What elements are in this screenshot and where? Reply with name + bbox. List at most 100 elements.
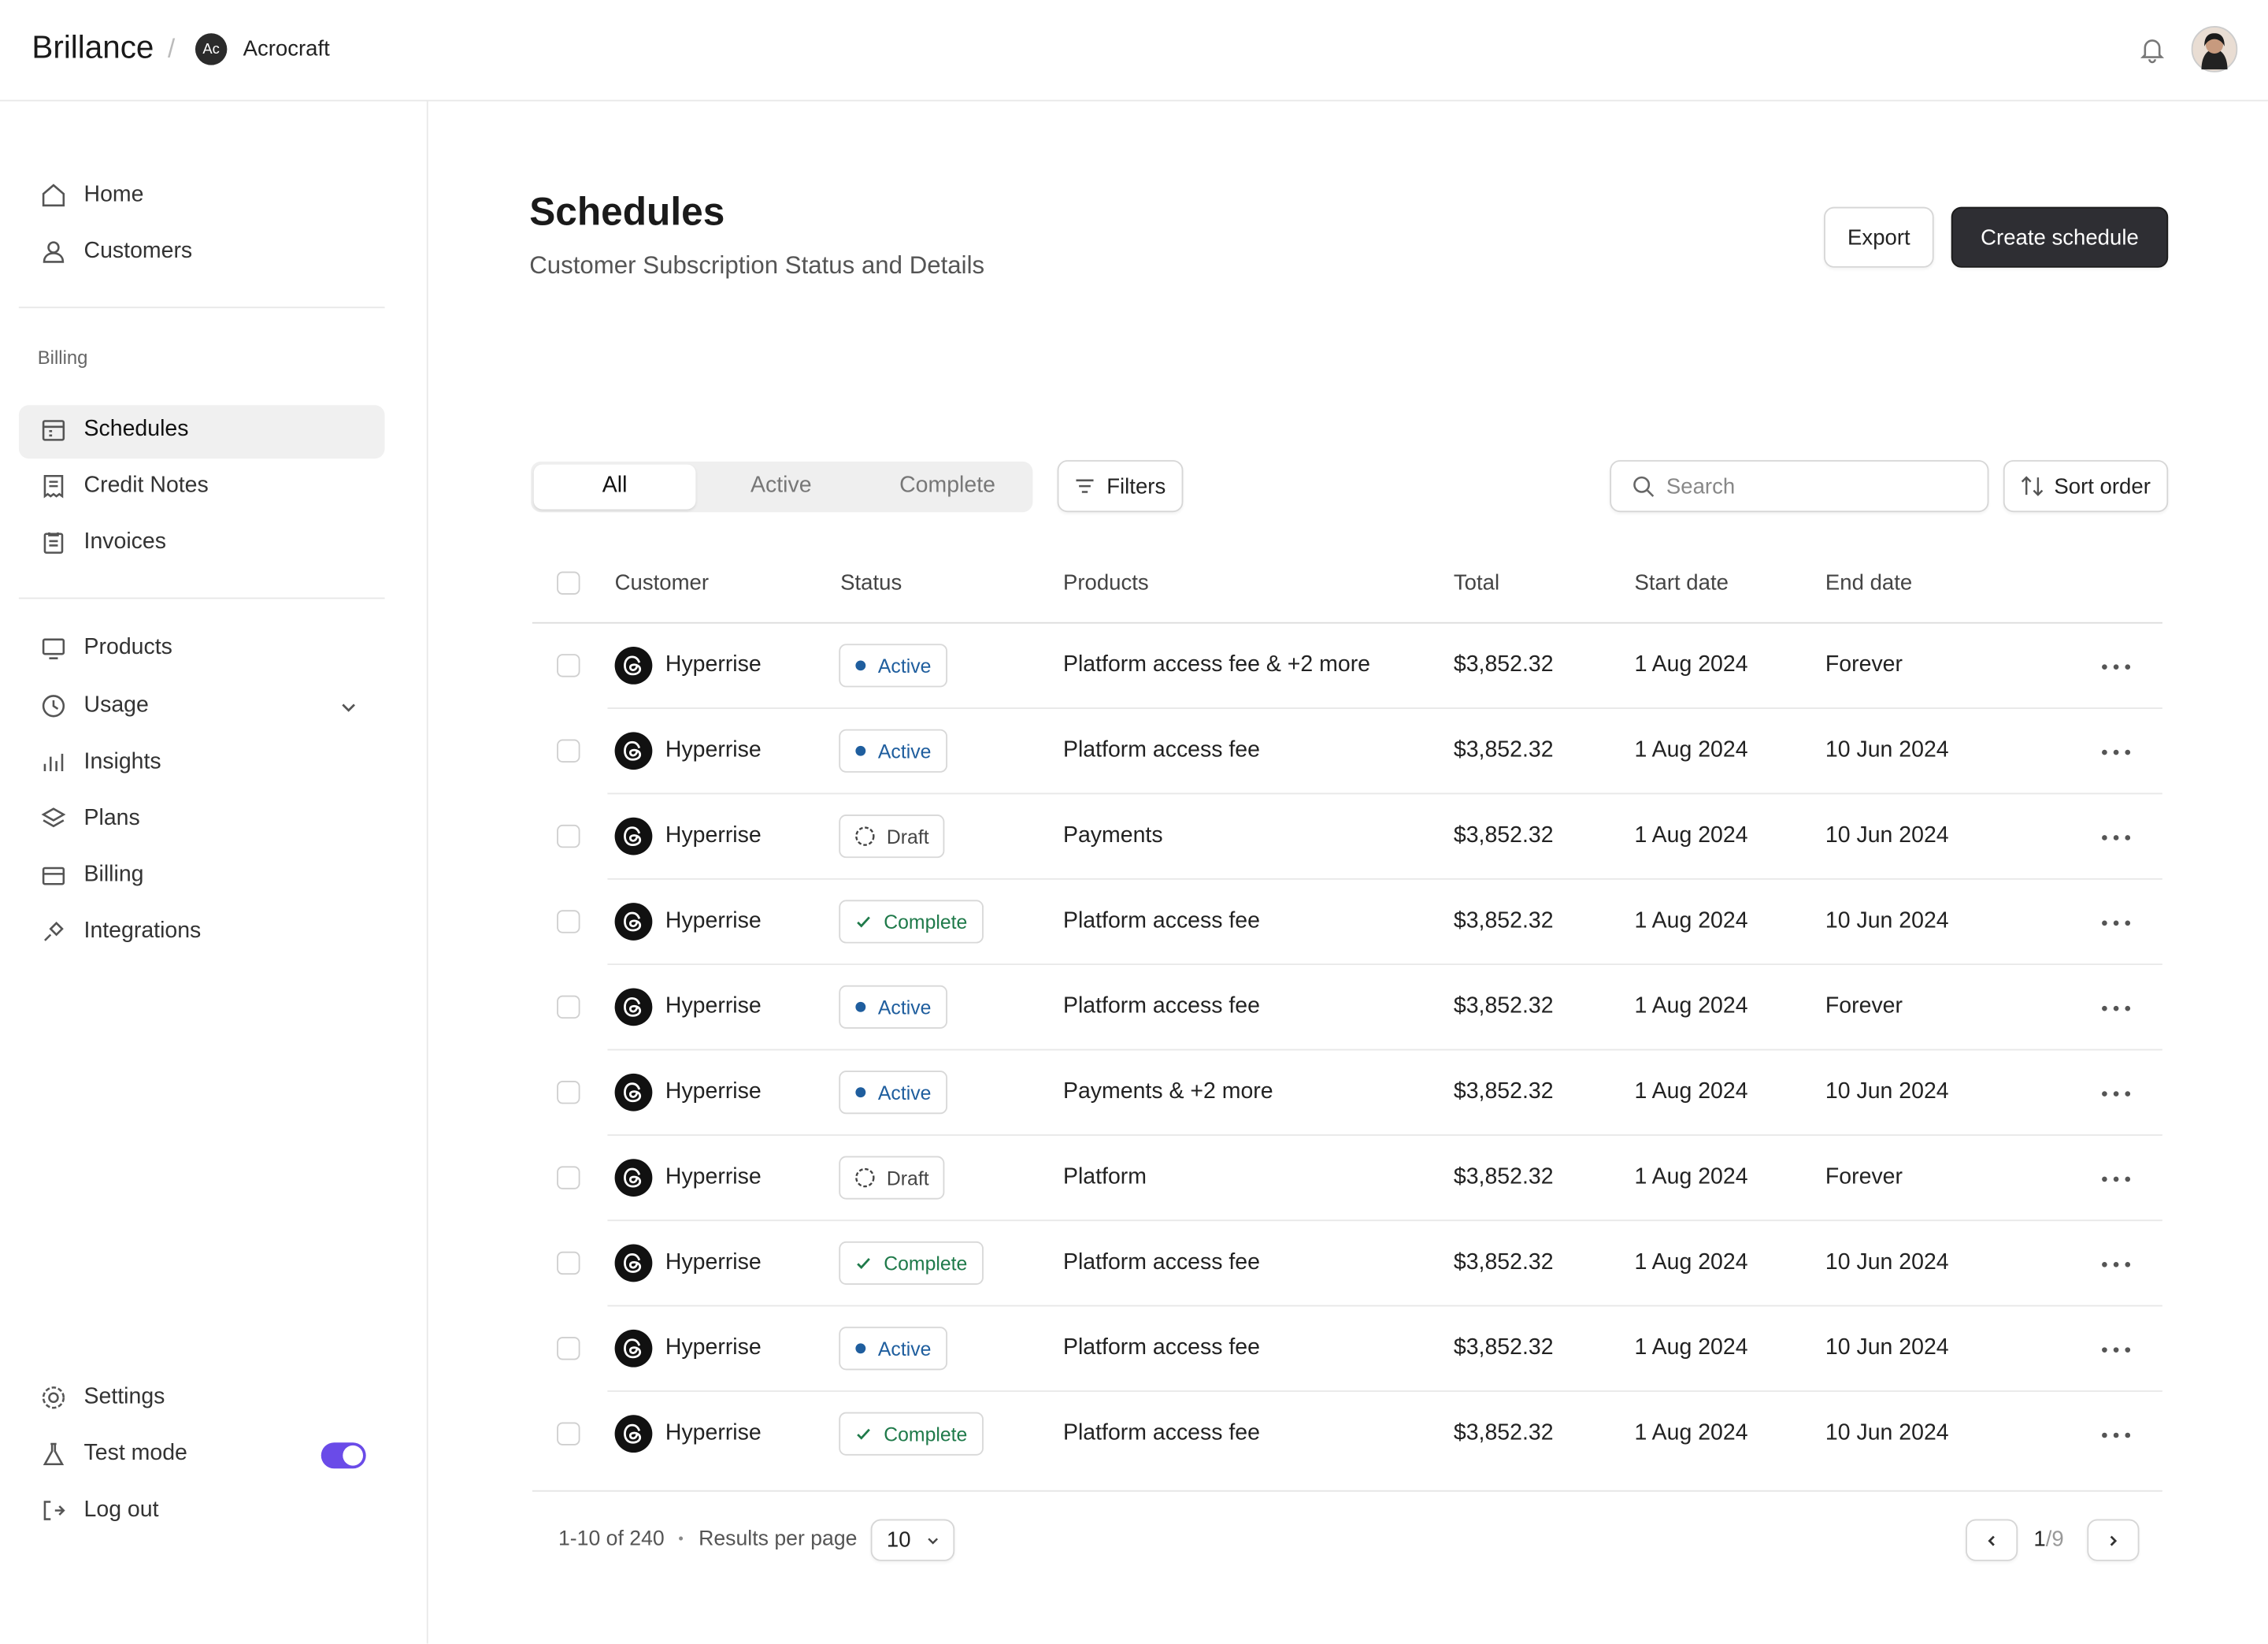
row-checkbox[interactable] [557, 1251, 580, 1275]
nav-icon [43, 474, 64, 499]
next-page[interactable] [2087, 1519, 2140, 1561]
start-date: 1 Aug 2024 [1634, 737, 1748, 763]
row-checkbox[interactable] [557, 1166, 580, 1189]
row-border [607, 792, 2162, 795]
nav-item[interactable]: Products [83, 635, 172, 660]
row-checkbox[interactable] [557, 995, 580, 1019]
select-all[interactable] [557, 571, 580, 595]
notifications[interactable] [2138, 35, 2167, 64]
total: $3,852.32 [1453, 908, 1554, 933]
customer[interactable]: Hyperrise [665, 908, 762, 933]
sort-button[interactable]: Sort order [2003, 460, 2169, 513]
end-date: 10 Jun 2024 [1825, 1420, 1949, 1445]
nav-icon [42, 420, 65, 441]
nav-icon [42, 867, 65, 885]
customer[interactable]: Hyperrise [665, 737, 762, 763]
customer[interactable]: Hyperrise [665, 1249, 762, 1275]
brand[interactable]: Brillance [32, 28, 154, 65]
nav-icon [43, 1442, 65, 1466]
end-date: 10 Jun 2024 [1825, 823, 1949, 848]
row-checkbox[interactable] [557, 654, 580, 677]
customer[interactable]: Hyperrise [665, 1335, 762, 1360]
nav-item[interactable]: Integrations [83, 918, 202, 944]
row-menu[interactable] [2100, 998, 2132, 1024]
row-menu[interactable] [2100, 742, 2132, 768]
nav-icon [43, 241, 65, 263]
per-page-select[interactable]: 10 [870, 1519, 955, 1561]
usage-chevron[interactable] [339, 697, 359, 718]
nav-icon [42, 638, 65, 659]
row-menu[interactable] [2100, 1169, 2132, 1195]
end-date: 10 Jun 2024 [1825, 1249, 1949, 1275]
filters-button[interactable]: Filters [1057, 460, 1184, 513]
nav-item[interactable]: Settings [83, 1384, 165, 1409]
products: Platform access fee & +2 more [1062, 652, 1371, 677]
row-checkbox[interactable] [557, 1337, 580, 1360]
row-checkbox[interactable] [557, 824, 580, 848]
tab[interactable]: Complete [899, 473, 995, 498]
row-border [607, 878, 2162, 880]
export-button[interactable]: Export [1824, 206, 1934, 268]
total: $3,852.32 [1453, 1164, 1554, 1189]
nav-item[interactable]: Plans [83, 806, 140, 831]
row-menu[interactable] [2100, 828, 2132, 854]
sort-label: Sort order [2054, 473, 2151, 499]
start-date: 1 Aug 2024 [1634, 908, 1748, 933]
row-checkbox[interactable] [557, 1081, 580, 1104]
customer[interactable]: Hyperrise [665, 823, 762, 848]
nav-item[interactable]: Invoices [83, 529, 166, 555]
separator: / [168, 34, 176, 63]
row-border [607, 963, 2162, 966]
column-header: Products [1062, 570, 1149, 596]
total: $3,852.32 [1453, 1249, 1554, 1275]
start-date: 1 Aug 2024 [1634, 1335, 1748, 1360]
row-border [607, 1048, 2162, 1051]
page-separator: / [2045, 1527, 2052, 1552]
nav-item[interactable]: Home [83, 182, 144, 207]
create-label: Create schedule [1981, 225, 2139, 250]
row-menu[interactable] [2100, 1084, 2132, 1110]
column-header: End date [1825, 570, 1913, 596]
status: Complete [884, 1423, 968, 1445]
row-menu[interactable] [2100, 1340, 2132, 1366]
products: Platform access fee [1062, 1335, 1260, 1360]
search-input[interactable]: Search [1610, 460, 1989, 513]
row-menu[interactable] [2100, 657, 2132, 683]
nav-item[interactable]: Schedules [83, 416, 189, 442]
tab[interactable]: All [602, 473, 628, 498]
customer[interactable]: Hyperrise [665, 652, 762, 677]
nav-item[interactable]: Usage [83, 692, 149, 718]
nav-item[interactable]: Billing [83, 862, 144, 887]
customer-logo [614, 1415, 653, 1453]
nav-item[interactable]: Test mode [83, 1441, 187, 1466]
nav-item[interactable]: Log out [83, 1497, 159, 1523]
row-menu[interactable] [2100, 913, 2132, 939]
row-menu[interactable] [2100, 1254, 2132, 1280]
row-border [607, 707, 2162, 709]
create-button[interactable]: Create schedule [1951, 206, 2169, 268]
status: Draft [886, 1167, 929, 1189]
nav-item[interactable]: Credit Notes [83, 473, 209, 498]
org-name[interactable]: Acrocraft [243, 36, 330, 62]
customer[interactable]: Hyperrise [665, 993, 762, 1019]
total: $3,852.32 [1453, 1335, 1554, 1360]
per-page-value: 10 [886, 1527, 911, 1553]
total: $3,852.32 [1453, 823, 1554, 848]
user-avatar[interactable] [2191, 26, 2238, 72]
end-date: 10 Jun 2024 [1825, 908, 1949, 933]
nav-item[interactable]: Customers [83, 239, 193, 264]
customer[interactable]: Hyperrise [665, 1420, 762, 1445]
total: $3,852.32 [1453, 993, 1554, 1019]
row-menu[interactable] [2100, 1425, 2132, 1451]
row-checkbox[interactable] [557, 1422, 580, 1445]
page-subtitle: Customer Subscription Status and Details [529, 251, 985, 280]
status: Active [877, 655, 932, 677]
row-checkbox[interactable] [557, 910, 580, 933]
row-checkbox[interactable] [557, 739, 580, 763]
customer[interactable]: Hyperrise [665, 1079, 762, 1104]
prev-page[interactable] [1966, 1519, 2018, 1561]
tab[interactable]: Active [750, 473, 812, 498]
customer[interactable]: Hyperrise [665, 1164, 762, 1189]
nav-item[interactable]: Insights [83, 749, 161, 774]
test-mode-toggle[interactable] [321, 1442, 366, 1469]
